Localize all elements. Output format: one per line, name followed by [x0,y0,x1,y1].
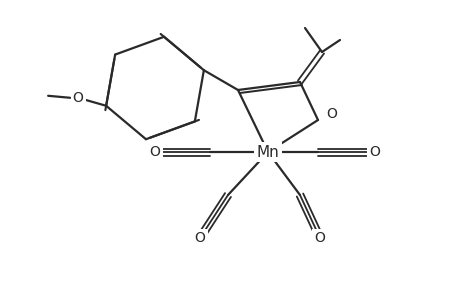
Text: O: O [73,91,84,105]
Text: Mn: Mn [256,145,279,160]
Text: O: O [369,145,380,159]
Text: O: O [149,145,160,159]
Text: O: O [326,107,337,121]
Text: O: O [194,231,205,245]
Text: O: O [314,231,325,245]
